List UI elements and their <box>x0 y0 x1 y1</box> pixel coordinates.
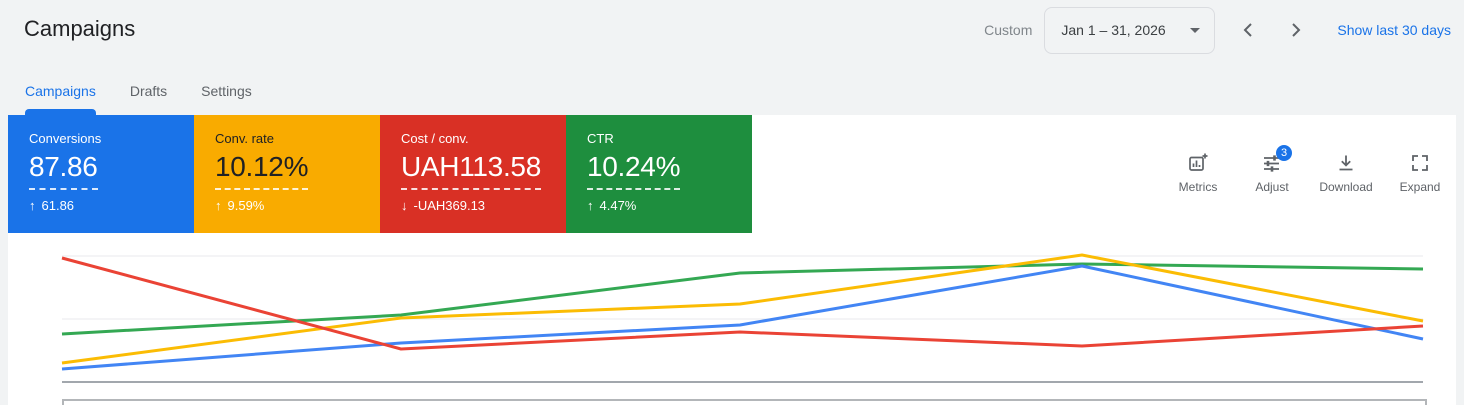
tool-label: Download <box>1319 180 1373 194</box>
scorecard-label: Conv. rate <box>215 131 275 146</box>
scorecard-ctr[interactable]: CTR 10.24% ↑ 4.47% <box>566 115 752 233</box>
tab-label: Campaigns <box>25 83 96 99</box>
tab-drafts[interactable]: Drafts <box>129 80 168 115</box>
chart-series-cost-conv- <box>61 256 1424 351</box>
scorecard-value: 87.86 <box>29 151 98 191</box>
scorecards-row: Conversions 87.86 ↑ 61.86 Conv. rate 10.… <box>8 115 752 233</box>
tab-label: Drafts <box>129 83 168 99</box>
scorecard-value: 10.12% <box>215 151 308 191</box>
chart-series-ctr <box>61 262 1424 336</box>
page-title: Campaigns <box>24 16 136 41</box>
up-arrow-icon: ↑ <box>587 198 594 214</box>
up-arrow-icon: ↑ <box>215 198 222 214</box>
tool-label: Metrics <box>1178 180 1218 194</box>
scorecard-delta-value: 61.86 <box>41 198 75 214</box>
download-button[interactable]: Download <box>1314 152 1378 194</box>
adjust-button[interactable]: 3 Adjust <box>1240 145 1304 194</box>
chevron-down-icon <box>1190 27 1201 33</box>
scorecard-delta-value: 4.47% <box>599 198 637 214</box>
campaigns-table-edge <box>62 399 1427 405</box>
chart-series-conversions <box>61 264 1424 371</box>
expand-icon <box>1409 152 1431 174</box>
performance-line-chart[interactable] <box>8 235 1456 405</box>
chart-toolbar: Metrics 3 Adjust Download <box>1166 145 1452 194</box>
chevron-right-icon <box>1292 23 1301 37</box>
scorecard-value: UAH113.58 <box>401 151 541 191</box>
up-arrow-icon: ↑ <box>29 198 36 214</box>
campaigns-summary-panel: Conversions 87.86 ↑ 61.86 Conv. rate 10.… <box>8 115 1456 405</box>
tab-bar: Campaigns Drafts Settings <box>24 80 253 115</box>
metrics-button[interactable]: Metrics <box>1166 152 1230 194</box>
scorecard-delta: ↑ 4.47% <box>587 198 742 213</box>
date-range-selector[interactable]: Jan 1 – 31, 2026 <box>1044 6 1216 54</box>
show-last-30-days-link[interactable]: Show last 30 days <box>1337 22 1451 38</box>
scorecard-delta-value: 9.59% <box>227 198 265 214</box>
chart-series-conv-rate <box>61 253 1424 365</box>
down-arrow-icon: ↓ <box>401 198 408 214</box>
tab-label: Settings <box>201 83 252 99</box>
tab-settings[interactable]: Settings <box>200 80 253 115</box>
expand-button[interactable]: Expand <box>1388 152 1452 194</box>
tool-label: Expand <box>1399 180 1441 194</box>
tool-label: Adjust <box>1255 180 1289 194</box>
active-tab-indicator <box>25 109 96 115</box>
scorecard-label: CTR <box>587 131 614 146</box>
scorecard-label: Conversions <box>29 131 102 146</box>
scorecard-label: Cost / conv. <box>401 131 469 146</box>
previous-period-button[interactable] <box>1235 17 1261 43</box>
date-range-value: Jan 1 – 31, 2026 <box>1061 22 1166 38</box>
date-mode-label: Custom <box>984 22 1033 38</box>
scorecard-value: 10.24% <box>587 151 680 191</box>
next-period-button[interactable] <box>1283 17 1309 43</box>
scorecard-cost-per-conv[interactable]: Cost / conv. UAH113.58 ↓ -UAH369.13 <box>380 115 566 233</box>
scorecard-conversions[interactable]: Conversions 87.86 ↑ 61.86 <box>8 115 194 233</box>
adjust-icon: 3 <box>1261 145 1292 174</box>
chevron-left-icon <box>1243 23 1253 37</box>
download-icon <box>1335 152 1357 174</box>
tab-campaigns[interactable]: Campaigns <box>24 80 97 115</box>
metrics-icon <box>1187 152 1209 174</box>
adjust-badge: 3 <box>1276 145 1292 161</box>
scorecard-delta: ↓ -UAH369.13 <box>401 198 556 213</box>
scorecard-delta-value: -UAH369.13 <box>413 198 486 214</box>
scorecard-delta: ↑ 9.59% <box>215 198 370 213</box>
scorecard-conv-rate[interactable]: Conv. rate 10.12% ↑ 9.59% <box>194 115 380 233</box>
scorecard-delta: ↑ 61.86 <box>29 198 184 213</box>
date-controls: Custom Jan 1 – 31, 2026 Show last 30 day… <box>984 6 1451 54</box>
